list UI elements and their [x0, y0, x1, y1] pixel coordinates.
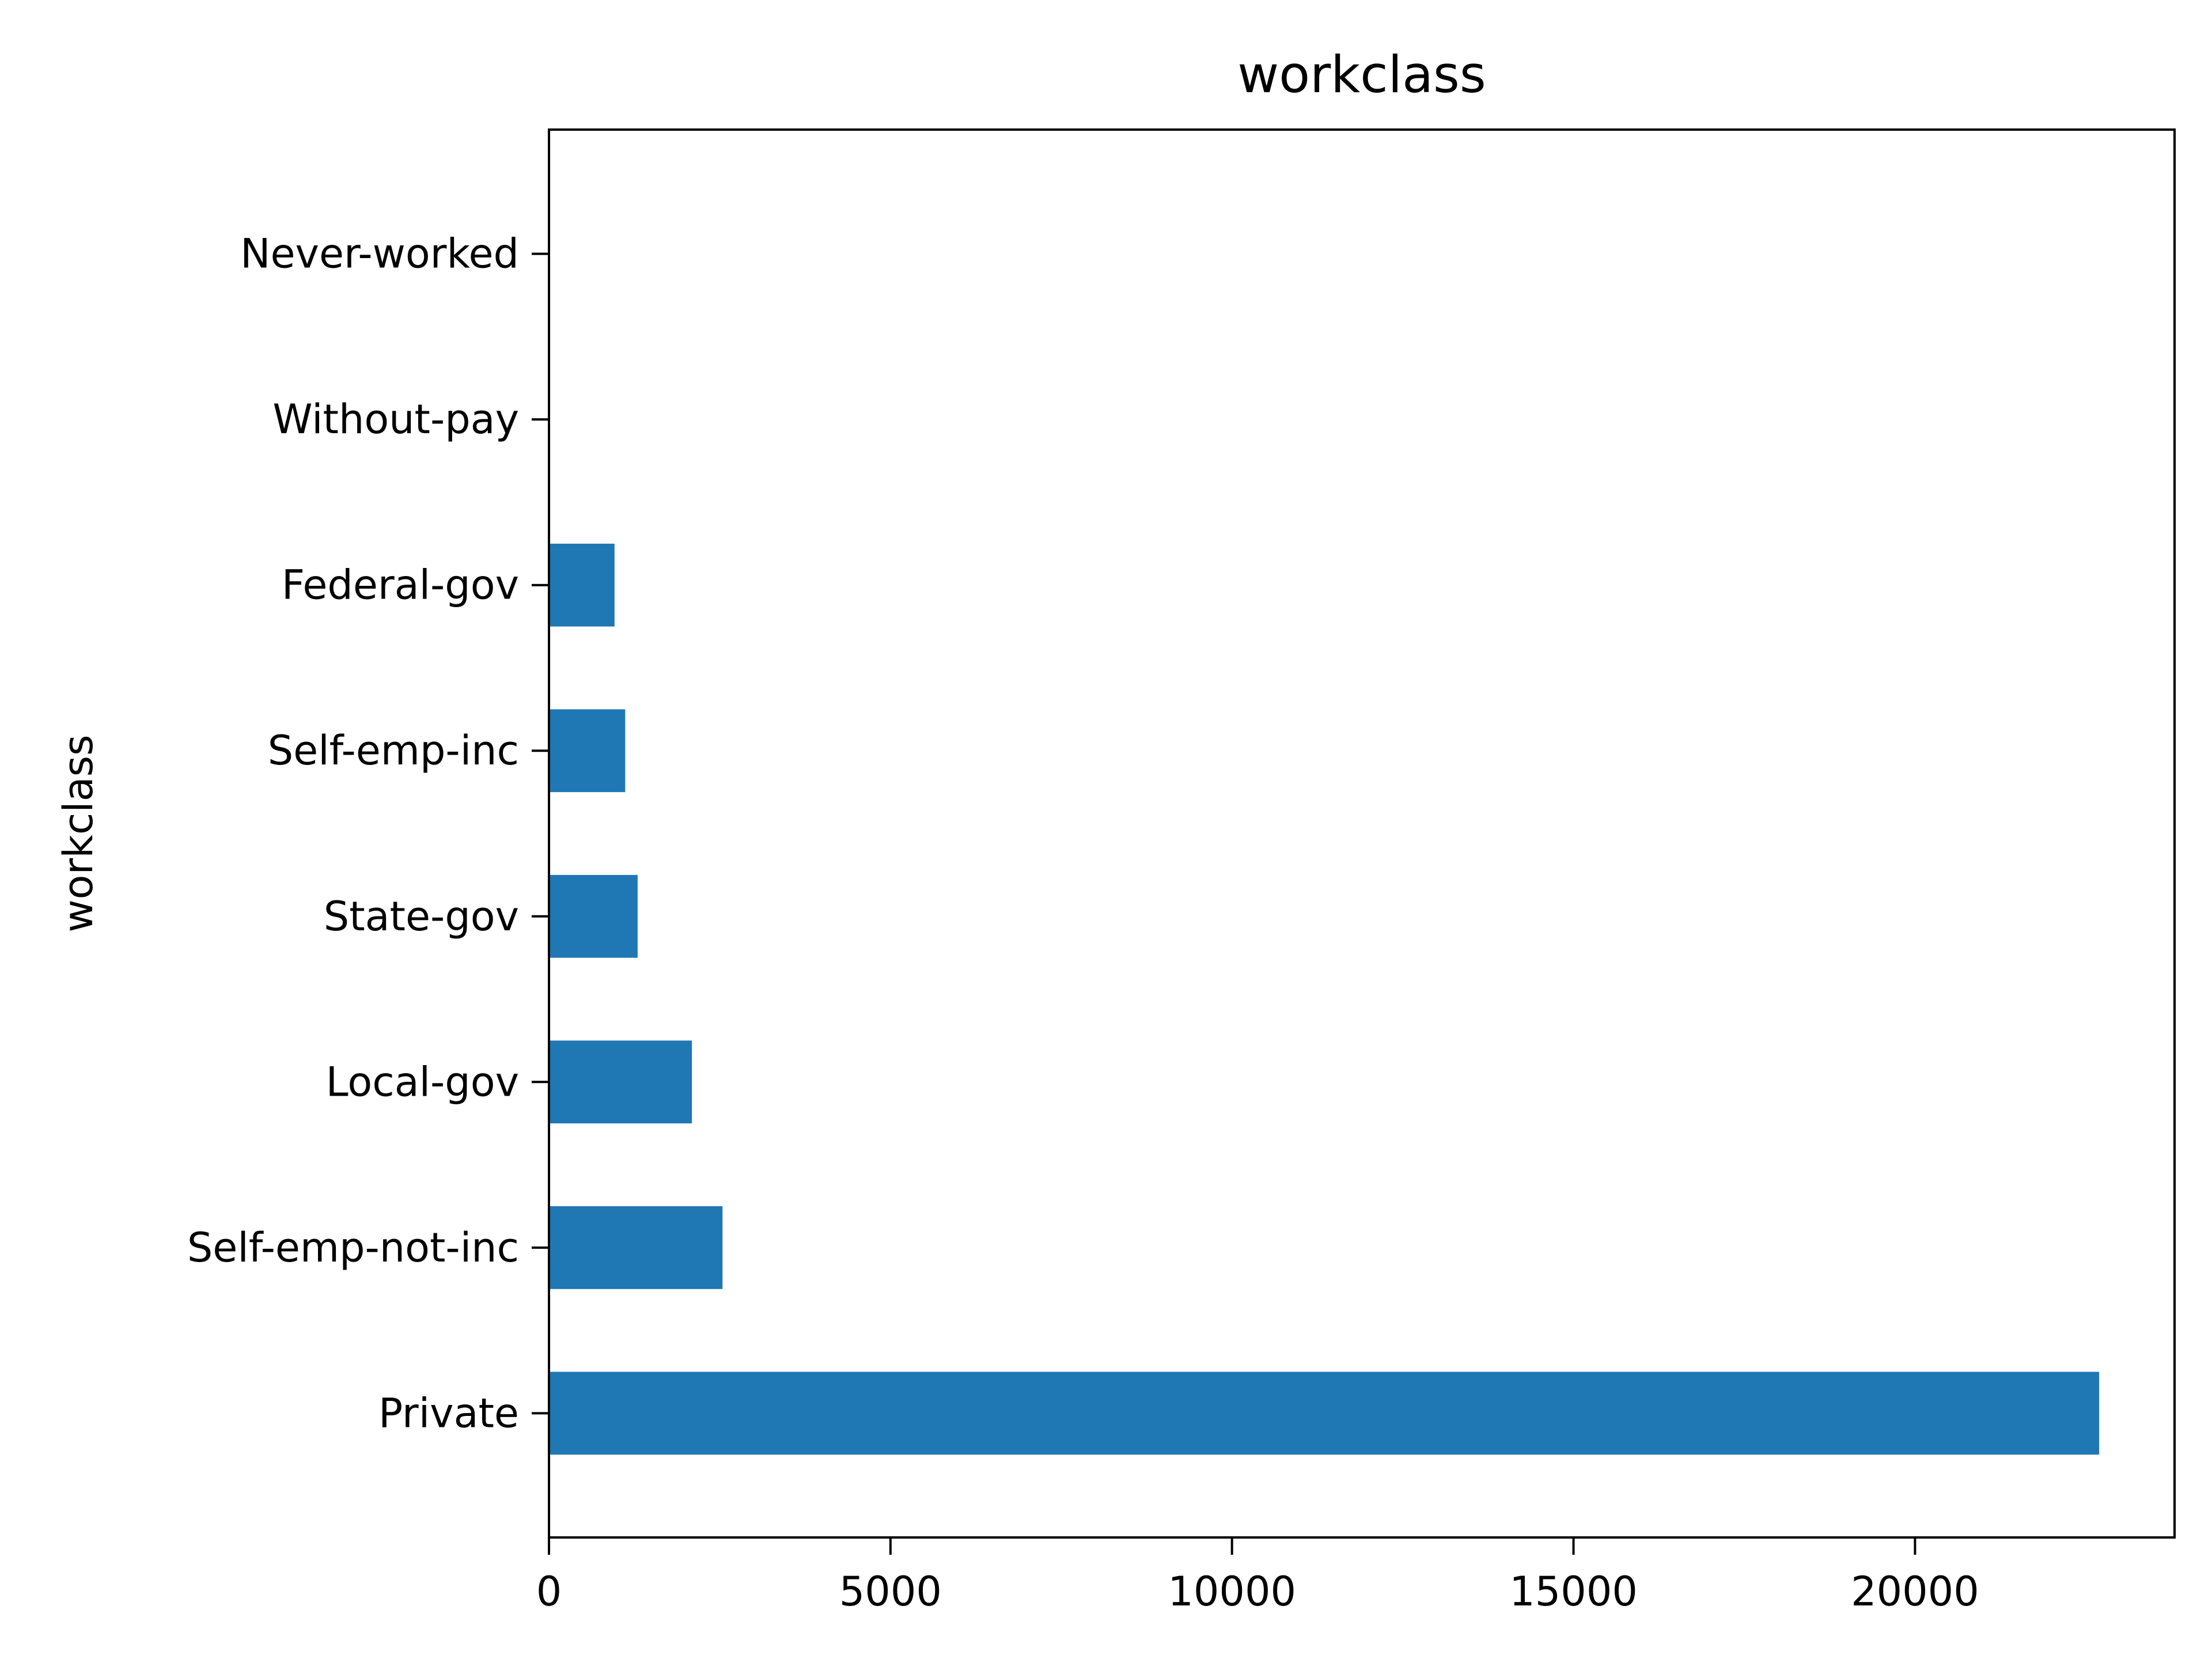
chart-title: workclass	[1237, 45, 1486, 104]
bar	[549, 543, 615, 627]
x-tick-label: 0	[536, 1568, 562, 1615]
x-tick-label: 10000	[1168, 1568, 1296, 1615]
y-tick-label: Federal-gov	[282, 562, 519, 609]
x-axis: 0 5000 10000 15000 20000	[536, 1537, 1979, 1615]
y-axis-title: workclass	[55, 734, 102, 932]
y-axis: Private Self-emp-not-inc Local-gov State-go…	[187, 230, 549, 1437]
bar	[549, 1372, 2100, 1455]
y-tick-label: Self-emp-not-inc	[187, 1224, 519, 1271]
x-tick-label: 20000	[1851, 1568, 1979, 1615]
bar	[549, 709, 626, 793]
y-tick-label: Private	[378, 1389, 519, 1437]
x-tick-label: 5000	[839, 1568, 942, 1615]
y-tick-label: Never-worked	[240, 230, 519, 278]
y-tick-label: Self-emp-inc	[268, 727, 519, 774]
y-tick-label: State-gov	[324, 893, 519, 940]
bars-layer	[549, 212, 2100, 1455]
y-tick-label: Local-gov	[326, 1058, 519, 1105]
bar	[549, 1040, 692, 1124]
bar	[549, 1206, 723, 1289]
x-tick-label: 15000	[1509, 1568, 1638, 1615]
plot-frame	[548, 128, 2176, 1539]
bar	[549, 874, 638, 958]
y-tick-label: Without-pay	[272, 396, 519, 443]
